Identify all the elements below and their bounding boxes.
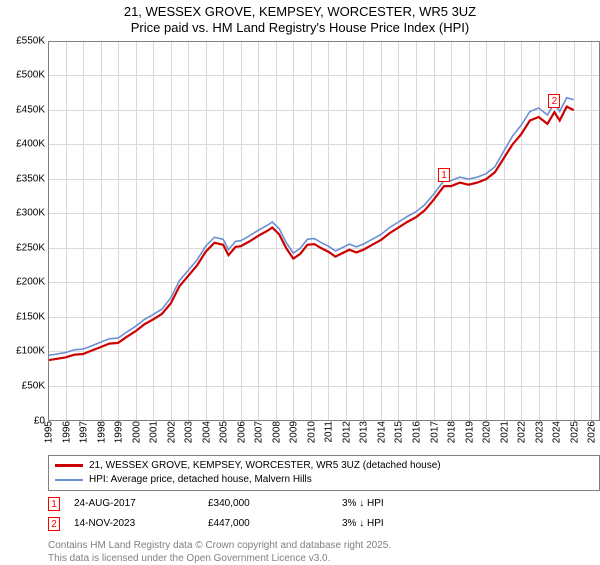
x-axis-label: 2020 [480,421,493,443]
x-axis-label: 2004 [199,421,212,443]
chart-border [48,41,600,421]
x-axis-label: 2010 [304,421,317,443]
data-point-row: 2 14-NOV-2023 £447,000 3% ↓ HPI [48,517,592,531]
y-axis-label: £100K [16,346,48,357]
y-axis-label: £150K [16,311,48,322]
x-axis-label: 2024 [550,421,563,443]
legend-row: HPI: Average price, detached house, Malv… [55,473,593,487]
x-axis-label: 1996 [59,421,72,443]
x-axis-label: 2002 [164,421,177,443]
point-delta: 3% ↓ HPI [342,518,462,529]
x-axis-label: 2015 [392,421,405,443]
point-date: 14-NOV-2023 [74,518,194,529]
x-axis-label: 2001 [147,421,160,443]
y-axis-label: £500K [16,70,48,81]
x-axis-label: 1997 [77,421,90,443]
x-axis-label: 2018 [445,421,458,443]
y-axis-label: £550K [16,35,48,46]
x-axis-label: 2006 [234,421,247,443]
x-axis-label: 2003 [182,421,195,443]
legend-box: 21, WESSEX GROVE, KEMPSEY, WORCESTER, WR… [48,455,600,491]
x-axis-label: 2021 [497,421,510,443]
x-axis-label: 2008 [269,421,282,443]
footer-line-2: This data is licensed under the Open Gov… [48,552,592,565]
y-axis-label: £450K [16,104,48,115]
x-axis-label: 2000 [129,421,142,443]
x-axis-label: 2016 [410,421,423,443]
legend-row: 21, WESSEX GROVE, KEMPSEY, WORCESTER, WR… [55,459,593,473]
y-axis-label: £250K [16,242,48,253]
legend-swatch [55,464,83,467]
x-axis-label: 2023 [532,421,545,443]
chart-title: 21, WESSEX GROVE, KEMPSEY, WORCESTER, WR… [8,4,592,37]
y-axis-label: £350K [16,173,48,184]
point-marker-icon: 2 [48,517,60,531]
x-axis-label: 2012 [339,421,352,443]
x-axis-label: 2011 [322,421,335,443]
chart-plot-area: £0£50K£100K£150K£200K£250K£300K£350K£400… [48,41,600,421]
x-axis-label: 2025 [567,421,580,443]
point-marker-icon: 1 [48,497,60,511]
x-axis-label: 2009 [287,421,300,443]
attribution-footer: Contains HM Land Registry data © Crown c… [48,539,592,565]
data-point-row: 1 24-AUG-2017 £340,000 3% ↓ HPI [48,497,592,511]
point-price: £447,000 [208,518,328,529]
x-axis-label: 2013 [357,421,370,443]
x-axis-label: 1999 [112,421,125,443]
footer-line-1: Contains HM Land Registry data © Crown c… [48,539,592,552]
y-axis-label: £50K [22,380,48,391]
x-axis-label: 2007 [252,421,265,443]
marker-1: 1 [438,168,450,182]
point-date: 24-AUG-2017 [74,498,194,509]
x-axis-label: 2014 [374,421,387,443]
y-axis-label: £400K [16,139,48,150]
y-axis-label: £200K [16,277,48,288]
x-axis-label: 1995 [42,421,55,443]
x-axis-label: 1998 [94,421,107,443]
legend-label: 21, WESSEX GROVE, KEMPSEY, WORCESTER, WR… [89,459,441,473]
title-line-2: Price paid vs. HM Land Registry's House … [131,20,469,35]
x-axis-label: 2026 [585,421,598,443]
point-price: £340,000 [208,498,328,509]
x-axis-label: 2017 [427,421,440,443]
legend-label: HPI: Average price, detached house, Malv… [89,473,312,487]
x-axis-label: 2005 [217,421,230,443]
point-delta: 3% ↓ HPI [342,498,462,509]
x-axis-label: 2019 [462,421,475,443]
y-axis-label: £300K [16,208,48,219]
title-line-1: 21, WESSEX GROVE, KEMPSEY, WORCESTER, WR… [124,4,476,19]
legend-swatch [55,479,83,481]
x-axis-label: 2022 [515,421,528,443]
marker-2: 2 [548,94,560,108]
